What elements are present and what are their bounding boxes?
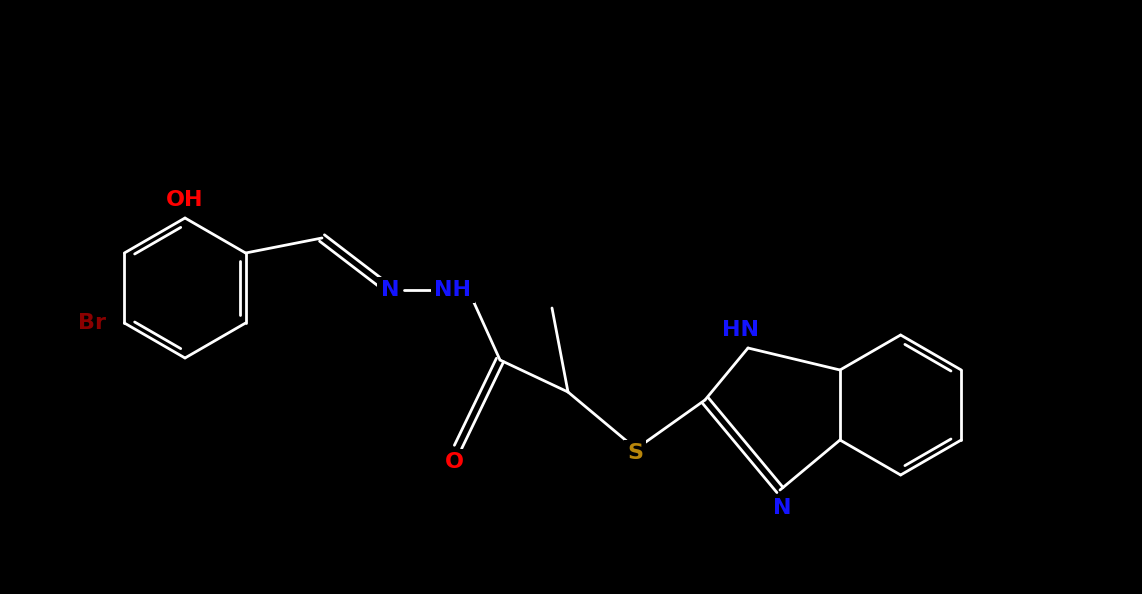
Text: O: O (444, 452, 464, 472)
Text: N: N (380, 280, 400, 300)
Text: OH: OH (167, 190, 203, 210)
Text: N: N (773, 498, 791, 518)
Text: NH: NH (434, 280, 472, 300)
Text: Br: Br (79, 313, 106, 333)
Text: HN: HN (722, 320, 758, 340)
Text: S: S (627, 443, 643, 463)
